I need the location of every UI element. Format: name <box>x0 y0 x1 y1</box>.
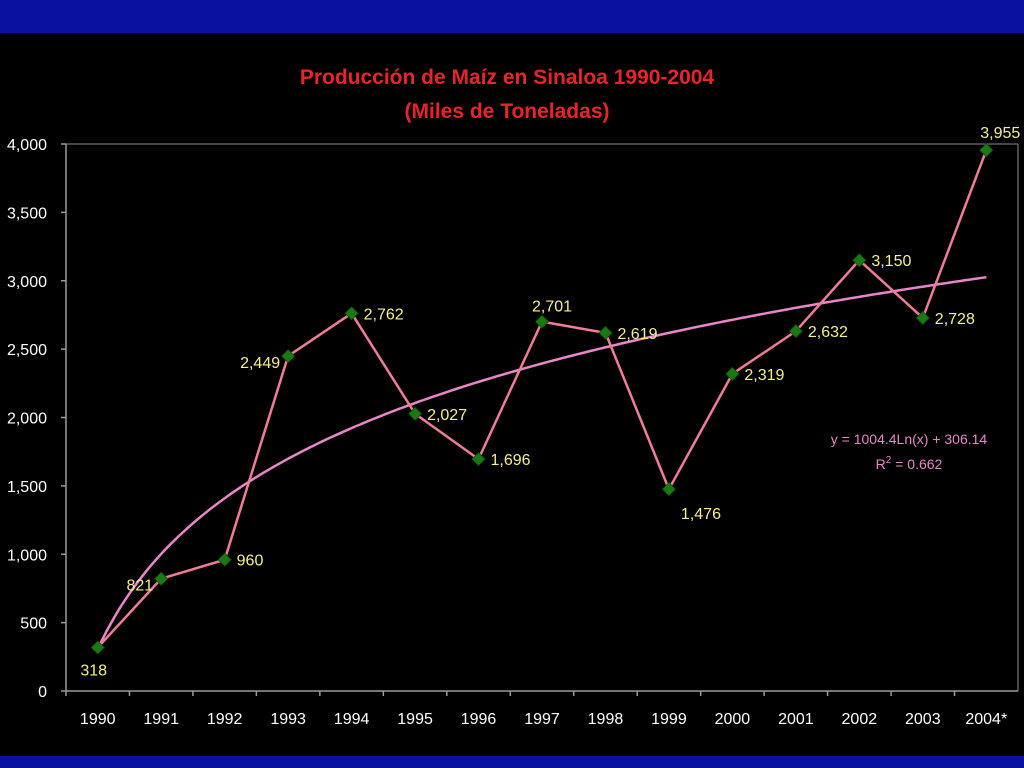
bottom-band <box>0 756 1024 768</box>
data-label: 2,632 <box>808 324 848 341</box>
r2-value: = 0.662 <box>891 456 942 472</box>
data-point-marker <box>281 349 296 364</box>
x-tick-label: 1992 <box>207 711 243 728</box>
data-point-marker <box>344 306 359 321</box>
data-label: 2,728 <box>935 311 975 328</box>
x-tick-label: 1997 <box>524 711 560 728</box>
y-tick-label: 500 <box>20 616 47 633</box>
data-point-marker <box>979 143 994 158</box>
x-tick-label: 2001 <box>778 711 814 728</box>
trendline-equation: y = 1004.4Ln(x) + 306.14 <box>831 431 988 447</box>
data-point-marker <box>534 314 550 329</box>
series-line <box>96 149 988 649</box>
data-point-marker <box>408 406 423 421</box>
y-tick-label: 3,500 <box>7 205 47 222</box>
x-tick-label: 1993 <box>270 711 306 728</box>
trendline <box>96 275 987 650</box>
data-label: 3,955 <box>980 125 1020 142</box>
x-tick-label: 1998 <box>588 711 624 728</box>
x-tick-label: 2000 <box>715 711 751 728</box>
data-label: 2,319 <box>744 367 784 384</box>
chart-title: Producción de Maíz en Sinaloa 1990-2004 <box>300 66 715 89</box>
r2-exponent: 2 <box>886 455 892 466</box>
y-tick-label: 0 <box>38 684 47 701</box>
y-tick-label: 4,000 <box>7 137 47 154</box>
y-tick-label: 1,000 <box>7 547 47 564</box>
x-tick-label: 1995 <box>397 711 433 728</box>
data-point-marker <box>471 452 486 467</box>
chart-subtitle: (Miles de Toneladas) <box>405 100 610 123</box>
data-label: 2,619 <box>617 326 657 343</box>
top-band <box>0 0 1024 33</box>
y-tick-label: 3,000 <box>7 274 47 291</box>
x-tick-label: 2003 <box>905 711 941 728</box>
data-label: 960 <box>237 553 264 570</box>
x-tick-label: 2004* <box>965 711 1007 728</box>
data-point-marker <box>852 253 867 268</box>
x-tick-label: 2002 <box>842 711 878 728</box>
data-point-marker <box>661 482 676 497</box>
trendline-r2: R2 = 0.662 <box>876 455 943 472</box>
x-tick-label: 1994 <box>334 711 370 728</box>
data-label: 2,701 <box>532 299 572 316</box>
data-label: 821 <box>126 578 153 595</box>
data-label: 1,696 <box>491 452 531 469</box>
x-tick-label: 1996 <box>461 711 497 728</box>
y-tick-label: 2,500 <box>7 342 47 359</box>
data-point-marker <box>915 310 930 326</box>
data-point-marker <box>598 325 613 340</box>
data-label: 1,476 <box>681 506 721 523</box>
data-point-marker <box>154 571 169 586</box>
x-tick-label: 1991 <box>143 711 179 728</box>
data-point-marker <box>788 324 803 339</box>
x-tick-label: 1990 <box>80 711 116 728</box>
y-tick-label: 2,000 <box>7 411 47 428</box>
y-tick-label: 1,500 <box>7 479 47 496</box>
data-label: 2,027 <box>427 407 467 424</box>
data-label: 2,762 <box>364 306 404 323</box>
data-point-marker <box>217 552 232 567</box>
data-label: 2,449 <box>240 355 280 372</box>
data-point-marker <box>90 640 105 655</box>
data-label: 3,150 <box>871 253 911 270</box>
data-label: 318 <box>80 663 107 680</box>
x-tick-label: 1999 <box>651 711 687 728</box>
r2-prefix: R <box>876 456 886 472</box>
data-point-marker <box>725 366 740 381</box>
